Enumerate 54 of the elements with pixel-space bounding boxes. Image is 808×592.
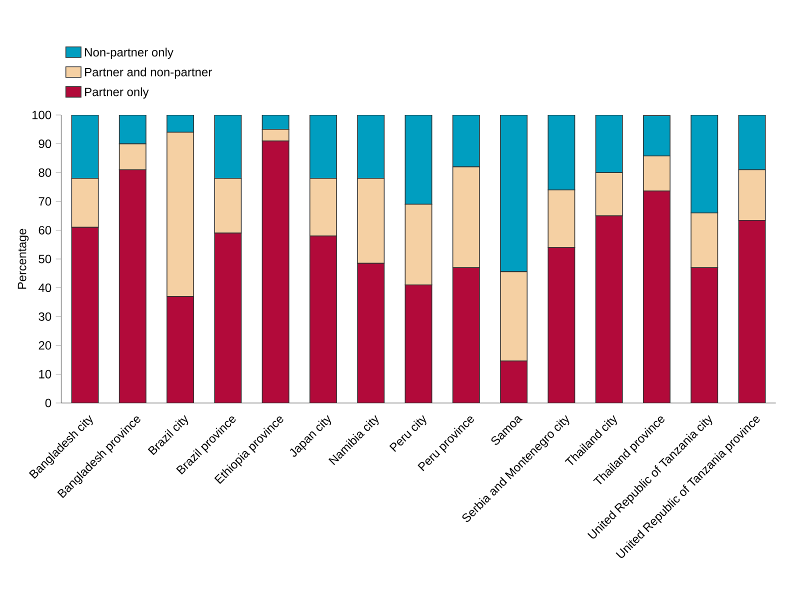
- bar: [214, 114, 242, 179]
- y-tick-label: 50: [38, 254, 52, 264]
- legend-label: Partner only: [85, 87, 149, 99]
- bar: [595, 172, 623, 216]
- bar: [690, 212, 718, 268]
- y-tick-label: 10: [39, 370, 52, 378]
- bar: [71, 114, 99, 179]
- bar: [452, 267, 480, 403]
- y-tick-label: 100: [32, 110, 52, 120]
- bar: [738, 220, 766, 403]
- bar: [309, 114, 337, 179]
- bar: [643, 155, 670, 192]
- bar: [643, 190, 670, 403]
- bar: [452, 166, 480, 268]
- bar: [548, 247, 576, 403]
- bar: [214, 178, 242, 234]
- bar: [118, 169, 146, 403]
- y-tick-label: 70: [38, 197, 52, 206]
- y-tick-label: 40: [38, 284, 52, 292]
- y-tick-label: 80: [38, 168, 52, 177]
- y-tick-label: 20: [38, 341, 52, 350]
- y-tick-label: 60: [38, 226, 52, 234]
- bar: [595, 215, 623, 403]
- bar: [357, 178, 385, 264]
- bar: [548, 114, 576, 190]
- bar: [118, 114, 146, 144]
- legend-label: Non-partner only: [85, 48, 174, 59]
- bar: [357, 114, 385, 179]
- bar: [404, 284, 432, 403]
- bar: [452, 114, 480, 168]
- bar: [166, 296, 194, 403]
- y-tick-label: 0: [45, 398, 52, 408]
- y-axis-title: Percentage: [18, 228, 29, 289]
- y-tick-label: 90: [38, 140, 52, 148]
- bar: [690, 267, 718, 403]
- bar: [690, 114, 718, 214]
- bar: [404, 114, 432, 205]
- bar: [738, 114, 766, 170]
- bar: [262, 114, 290, 130]
- legend-label: Partner and non-partner: [85, 68, 212, 79]
- bar: [166, 114, 194, 133]
- bar: [500, 360, 528, 403]
- bar: [214, 232, 242, 403]
- bar: [500, 114, 528, 272]
- bar: [595, 114, 623, 173]
- bar: [71, 226, 99, 403]
- bar: [309, 178, 337, 236]
- bar: [643, 115, 670, 156]
- bar: [548, 189, 576, 248]
- y-tick-label: 30: [38, 312, 52, 321]
- bar: [118, 143, 146, 170]
- bar: [357, 262, 385, 403]
- bar: [309, 236, 337, 403]
- bar: [262, 140, 290, 403]
